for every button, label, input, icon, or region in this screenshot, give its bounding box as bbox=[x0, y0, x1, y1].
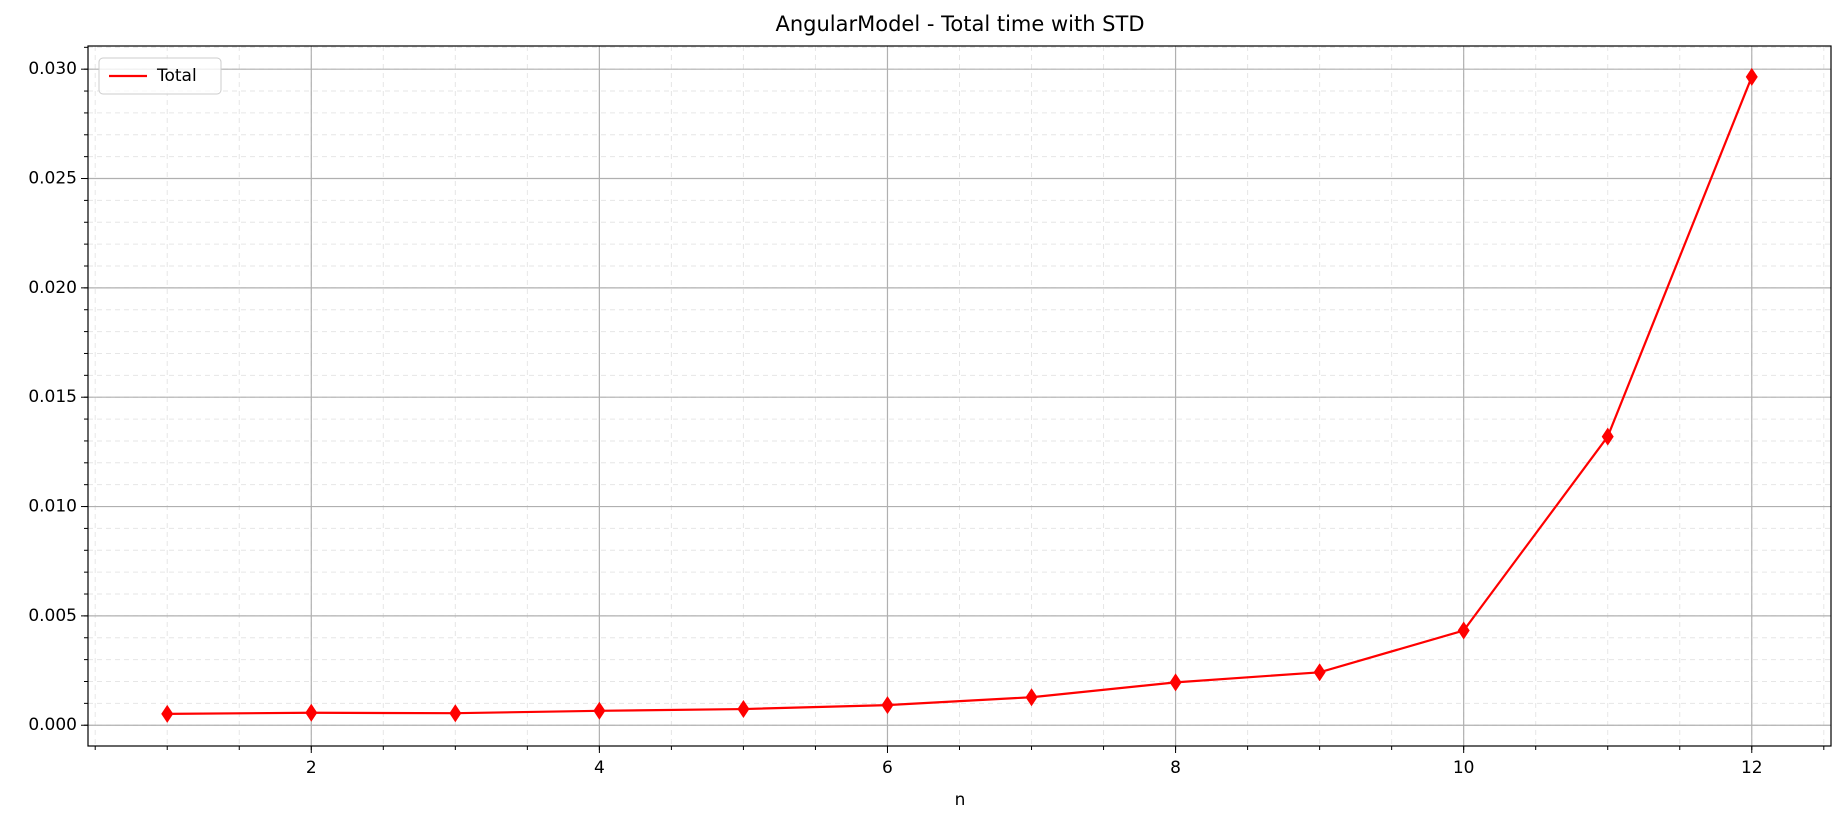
plot-frame bbox=[87, 45, 1832, 747]
marker bbox=[881, 696, 894, 715]
y-tick-label: 0.030 bbox=[28, 59, 77, 79]
x-tick-label: 4 bbox=[594, 758, 605, 778]
legend-box bbox=[98, 57, 222, 95]
marker bbox=[1745, 67, 1758, 86]
marker bbox=[1457, 621, 1470, 640]
marker bbox=[737, 700, 750, 719]
y-tick-label: 0.005 bbox=[28, 606, 77, 626]
marker bbox=[1025, 688, 1038, 707]
y-tick-label: 0.000 bbox=[28, 715, 77, 735]
marker bbox=[161, 704, 174, 723]
chart-title: AngularModel - Total time with STD bbox=[775, 12, 1144, 36]
x-tick-label: 8 bbox=[1170, 758, 1181, 778]
x-tick-label: 2 bbox=[306, 758, 317, 778]
marker bbox=[1169, 673, 1182, 692]
y-tick-label: 0.010 bbox=[28, 497, 77, 517]
x-axis-label: n bbox=[955, 790, 966, 810]
marker bbox=[1601, 427, 1614, 446]
x-tick-label: 10 bbox=[1453, 758, 1475, 778]
x-tick-label: 12 bbox=[1741, 758, 1763, 778]
y-tick-label: 0.025 bbox=[28, 169, 77, 189]
legend-label: Total bbox=[156, 66, 197, 86]
line bbox=[167, 76, 1753, 715]
marker bbox=[305, 703, 318, 722]
marker bbox=[1313, 663, 1326, 682]
y-tick-label: 0.020 bbox=[28, 278, 77, 298]
marker bbox=[449, 704, 462, 723]
y-tick-label: 0.015 bbox=[28, 387, 77, 407]
x-tick-label: 6 bbox=[882, 758, 893, 778]
marker bbox=[593, 701, 606, 720]
